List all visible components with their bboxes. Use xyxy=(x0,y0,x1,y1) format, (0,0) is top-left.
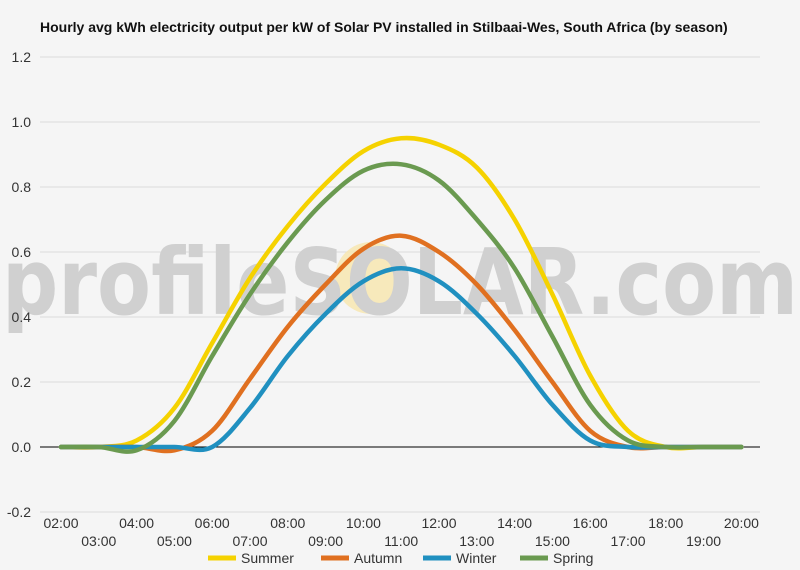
legend: Summer Autumn Winter Spring xyxy=(208,550,593,566)
x-tick-label: 06:00 xyxy=(195,515,230,531)
watermark: profileSOLAR.com xyxy=(2,229,798,336)
x-tick-label: 20:00 xyxy=(724,515,759,531)
legend-label-spring: Spring xyxy=(553,550,593,566)
y-tick-label: 0.8 xyxy=(12,179,32,195)
y-tick-label: 0.0 xyxy=(12,439,32,455)
x-tick-label: 15:00 xyxy=(535,533,570,549)
x-tick-label: 11:00 xyxy=(384,533,418,549)
x-tick-label: 03:00 xyxy=(81,533,116,549)
x-tick-label: 14:00 xyxy=(497,515,532,531)
x-axis: 02:00 04:00 06:00 08:00 10:00 12:00 14:00 16:00… xyxy=(43,515,759,549)
x-tick-label: 07:00 xyxy=(232,533,267,549)
x-tick-label: 09:00 xyxy=(308,533,343,549)
x-tick-label: 04:00 xyxy=(119,515,154,531)
x-tick-label: 05:00 xyxy=(157,533,192,549)
x-tick-label: 16:00 xyxy=(573,515,608,531)
watermark-text: profileSOLAR.com xyxy=(2,229,798,336)
x-tick-label: 10:00 xyxy=(346,515,381,531)
y-tick-label: -0.2 xyxy=(7,504,31,520)
chart-title: Hourly avg kWh electricity output per kW… xyxy=(40,19,728,35)
y-tick-label: 0.6 xyxy=(12,244,32,260)
x-tick-label: 18:00 xyxy=(648,515,683,531)
y-tick-label: 1.0 xyxy=(12,114,32,130)
x-tick-label: 19:00 xyxy=(686,533,721,549)
legend-label-winter: Winter xyxy=(456,550,497,566)
y-tick-label: 1.2 xyxy=(12,49,32,65)
x-tick-label: 02:00 xyxy=(43,515,78,531)
y-tick-label: 0.2 xyxy=(12,374,32,390)
y-axis: 1.2 1.0 0.8 0.6 0.4 0.2 0.0 -0.2 xyxy=(7,49,31,520)
series-line-winter xyxy=(58,266,744,453)
x-tick-label: 08:00 xyxy=(270,515,305,531)
x-tick-label: 12:00 xyxy=(421,515,456,531)
series-line-spring xyxy=(58,161,744,454)
series-lines xyxy=(58,135,744,454)
legend-label-summer: Summer xyxy=(241,550,294,566)
x-tick-label: 17:00 xyxy=(610,533,645,549)
legend-label-autumn: Autumn xyxy=(354,550,402,566)
x-tick-label: 13:00 xyxy=(459,533,494,549)
series-line-summer xyxy=(58,135,744,451)
y-tick-label: 0.4 xyxy=(12,309,32,325)
